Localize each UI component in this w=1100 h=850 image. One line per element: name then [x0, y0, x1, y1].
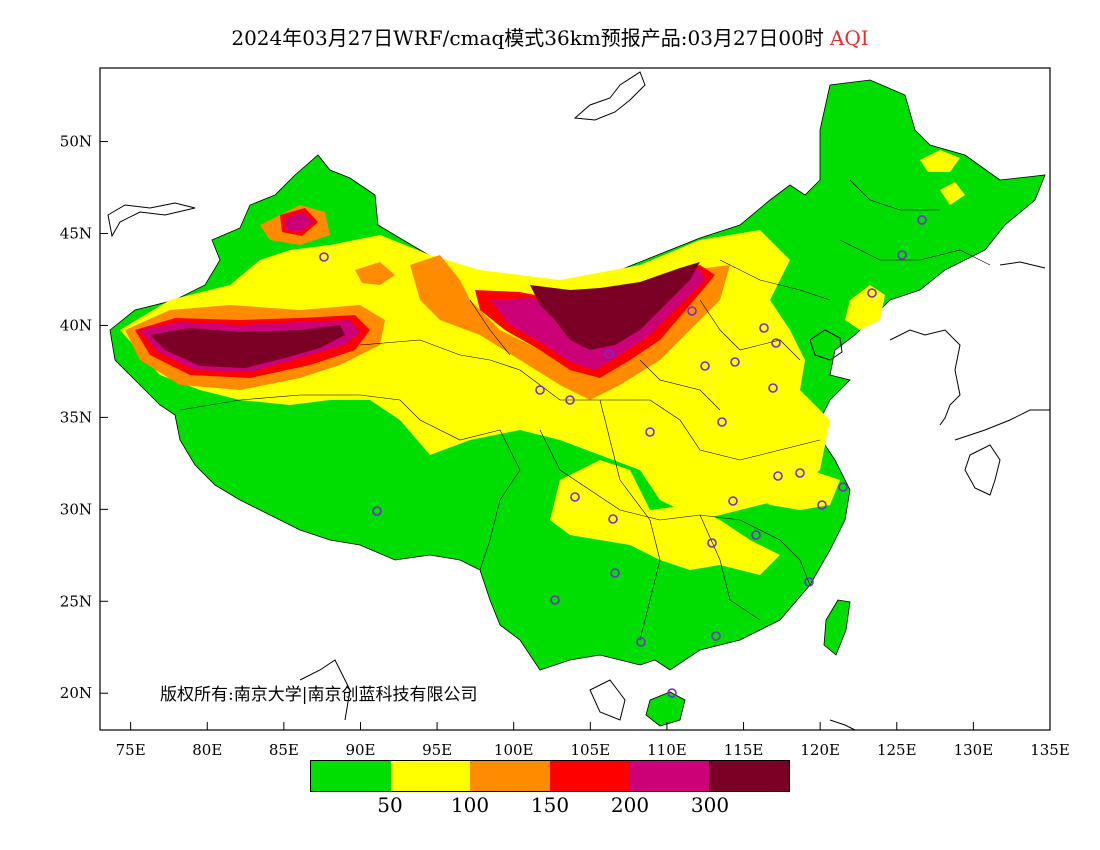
x-tick-label: 105E	[571, 741, 611, 759]
plot-frame	[99, 67, 1051, 731]
hainan-island	[645, 691, 686, 727]
station-marker	[804, 577, 814, 587]
station-marker	[795, 468, 805, 478]
station-marker	[730, 357, 740, 367]
coastlines	[107, 71, 1050, 731]
x-tick-label: 100E	[494, 741, 534, 759]
x-tick-label: 75E	[116, 741, 146, 759]
station-marker	[604, 349, 614, 359]
station-marker	[838, 482, 848, 492]
station-marker	[667, 688, 677, 698]
title-variable: AQI	[829, 26, 869, 50]
y-tick-label: 45N	[60, 225, 92, 243]
x-tick-label: 80E	[192, 741, 222, 759]
legend-label: 150	[530, 793, 570, 817]
x-tick-label: 135E	[1030, 741, 1070, 759]
station-marker	[608, 514, 618, 524]
y-tick-label: 50N	[60, 133, 92, 151]
x-tick-label: 85E	[269, 741, 299, 759]
station-marker	[751, 530, 761, 540]
taiwan-island	[823, 599, 851, 656]
station-marker	[535, 385, 545, 395]
y-tick-label: 25N	[60, 592, 92, 610]
station-markers	[319, 215, 927, 698]
legend-label: 50	[377, 793, 403, 817]
station-marker	[319, 252, 329, 262]
legend-swatch	[629, 761, 710, 791]
station-marker	[707, 538, 717, 548]
y-tick-label: 30N	[60, 500, 92, 518]
aqi-region-moderate-ne	[845, 150, 965, 330]
legend-swatch	[709, 761, 790, 791]
x-tick-label: 90E	[345, 741, 375, 759]
station-marker	[817, 500, 827, 510]
y-tick-label: 35N	[60, 408, 92, 426]
station-marker	[645, 427, 655, 437]
station-marker	[897, 250, 907, 260]
title-main: 2024年03月27日WRF/cmaq模式36km预报产品:03月27日00时	[231, 26, 824, 50]
map-title: 2024年03月27日WRF/cmaq模式36km预报产品:03月27日00时 A…	[0, 22, 1100, 51]
province-borders	[179, 179, 991, 641]
legend-swatch	[550, 761, 630, 791]
station-marker	[570, 492, 580, 502]
station-marker	[687, 306, 697, 316]
legend-swatch	[311, 761, 391, 791]
station-marker	[759, 323, 769, 333]
y-tick-label: 40N	[60, 316, 92, 334]
aqi-legend	[310, 760, 790, 792]
x-tick-label: 125E	[877, 741, 917, 759]
station-marker	[728, 496, 738, 506]
station-marker	[550, 595, 560, 605]
x-tick-label: 120E	[800, 741, 840, 759]
station-marker	[700, 361, 710, 371]
station-marker	[917, 215, 927, 225]
legend-swatch	[390, 761, 471, 791]
legend-label: 200	[610, 793, 650, 817]
y-axis: 50N 45N 40N 35N 30N 25N 20N	[60, 133, 108, 702]
x-axis: 75E 80E 85E 90E 95E 100E 105E 110E 115E 120E 125E 1…	[116, 722, 1070, 759]
legend-swatch	[470, 761, 551, 791]
aqi-region-hazardous	[150, 262, 700, 368]
station-marker	[372, 506, 382, 516]
station-marker	[711, 631, 721, 641]
x-tick-label: 110E	[647, 741, 687, 759]
aqi-region-moderate-central	[550, 460, 780, 575]
legend-label: 100	[450, 793, 490, 817]
station-marker	[610, 568, 620, 578]
station-marker	[717, 417, 727, 427]
x-tick-label: 130E	[954, 741, 994, 759]
station-marker	[773, 471, 783, 481]
station-marker	[768, 383, 778, 393]
y-tick-label: 20N	[60, 684, 92, 702]
x-tick-label: 115E	[724, 741, 764, 759]
station-marker	[867, 288, 877, 298]
station-marker	[771, 338, 781, 348]
aqi-region-moderate-east	[740, 450, 840, 510]
copyright-notice: 版权所有:南京大学|南京创蓝科技有限公司	[160, 685, 478, 705]
station-marker	[636, 637, 646, 647]
station-marker	[565, 395, 575, 405]
legend-label: 300	[690, 793, 730, 817]
x-tick-label: 95E	[422, 741, 452, 759]
